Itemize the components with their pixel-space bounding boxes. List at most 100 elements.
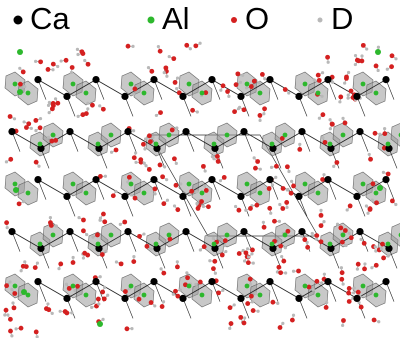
deuterium: [189, 47, 192, 50]
deuterium: [114, 190, 117, 193]
deuterium: [134, 151, 137, 154]
oxygen: [137, 297, 142, 302]
deuterium: [338, 100, 341, 103]
oxygen: [8, 317, 13, 322]
oxygen: [122, 220, 127, 225]
oxygen: [161, 201, 166, 206]
calcium: [121, 93, 128, 100]
deuterium: [56, 65, 59, 68]
oxygen: [145, 244, 150, 249]
deuterium: [371, 199, 374, 202]
calcium: [382, 278, 389, 285]
oxygen: [340, 240, 345, 245]
legend-label: D: [331, 1, 353, 36]
calcium: [382, 176, 389, 183]
oxygen: [381, 256, 386, 261]
oxygen: [270, 300, 275, 305]
deuterium: [363, 262, 366, 265]
oxygen: [390, 198, 395, 203]
aluminium: [38, 242, 43, 247]
aluminium: [283, 133, 288, 138]
aluminium: [96, 142, 101, 147]
oxygen: [58, 262, 63, 267]
deuterium: [72, 256, 75, 259]
deuterium: [132, 92, 135, 95]
oxygen: [278, 325, 283, 330]
oxygen: [237, 208, 242, 213]
deuterium: [368, 153, 371, 156]
deuterium: [98, 219, 101, 222]
calcium: [150, 76, 157, 83]
aluminium: [258, 293, 263, 298]
aluminium: [84, 191, 89, 196]
aluminium: [154, 142, 159, 147]
oxygen: [189, 189, 194, 194]
deuterium: [370, 266, 373, 269]
deuterium: [219, 89, 222, 92]
calcium: [295, 93, 302, 100]
oxygen: [86, 62, 91, 67]
oxygen: [228, 305, 233, 310]
oxygen: [80, 112, 85, 117]
deuterium: [3, 313, 6, 316]
deuterium: [387, 254, 390, 257]
oxygen: [199, 199, 204, 204]
deuterium: [195, 190, 198, 193]
calcium: [237, 93, 244, 100]
deuterium: [196, 110, 199, 113]
calcium: [237, 193, 244, 200]
oxygen: [114, 148, 119, 153]
deuterium: [162, 300, 165, 303]
oxygen: [38, 59, 43, 64]
oxygen: [160, 174, 165, 179]
calcium: [208, 76, 215, 83]
deuterium: [5, 160, 8, 163]
oxygen: [147, 167, 152, 172]
oxygen: [71, 260, 76, 265]
aluminium: [17, 49, 23, 55]
calcium: [8, 228, 15, 235]
aluminium: [13, 284, 18, 289]
oxygen: [321, 112, 326, 117]
calcium: [266, 278, 273, 285]
oxygen: [349, 235, 354, 240]
legend-label: Al: [162, 1, 190, 36]
deuterium: [51, 68, 54, 71]
deuterium: [153, 304, 156, 307]
oxygen: [131, 259, 136, 264]
deuterium: [132, 129, 135, 132]
calcium: [179, 295, 186, 302]
aluminium: [71, 82, 76, 87]
oxygen: [8, 329, 13, 334]
calcium: [295, 295, 302, 302]
oxygen: [362, 241, 367, 246]
deuterium: [247, 255, 250, 258]
deuterium: [214, 272, 217, 275]
oxygen: [272, 219, 277, 224]
oxygen: [34, 160, 39, 165]
oxygen: [267, 186, 272, 191]
oxygen: [119, 261, 124, 266]
oxygen: [249, 294, 254, 299]
deuterium: [321, 71, 324, 74]
oxygen: [46, 67, 51, 72]
aluminium: [270, 242, 275, 247]
oxygen: [158, 110, 163, 115]
deuterium: [327, 61, 330, 64]
deuterium: [243, 259, 246, 262]
calcium: [182, 128, 189, 135]
deuterium: [150, 247, 153, 250]
oxygen: [193, 43, 198, 48]
deuterium: [18, 67, 21, 70]
aluminium: [167, 133, 172, 138]
aluminium: [200, 293, 205, 298]
calcium: [298, 228, 305, 235]
deuterium: [176, 76, 179, 79]
deuterium: [321, 136, 324, 139]
oxygen: [79, 49, 84, 54]
deuterium: [65, 283, 68, 286]
oxygen: [248, 206, 253, 211]
oxygen: [221, 83, 226, 88]
oxygen: [8, 157, 13, 162]
calcium: [295, 193, 302, 200]
